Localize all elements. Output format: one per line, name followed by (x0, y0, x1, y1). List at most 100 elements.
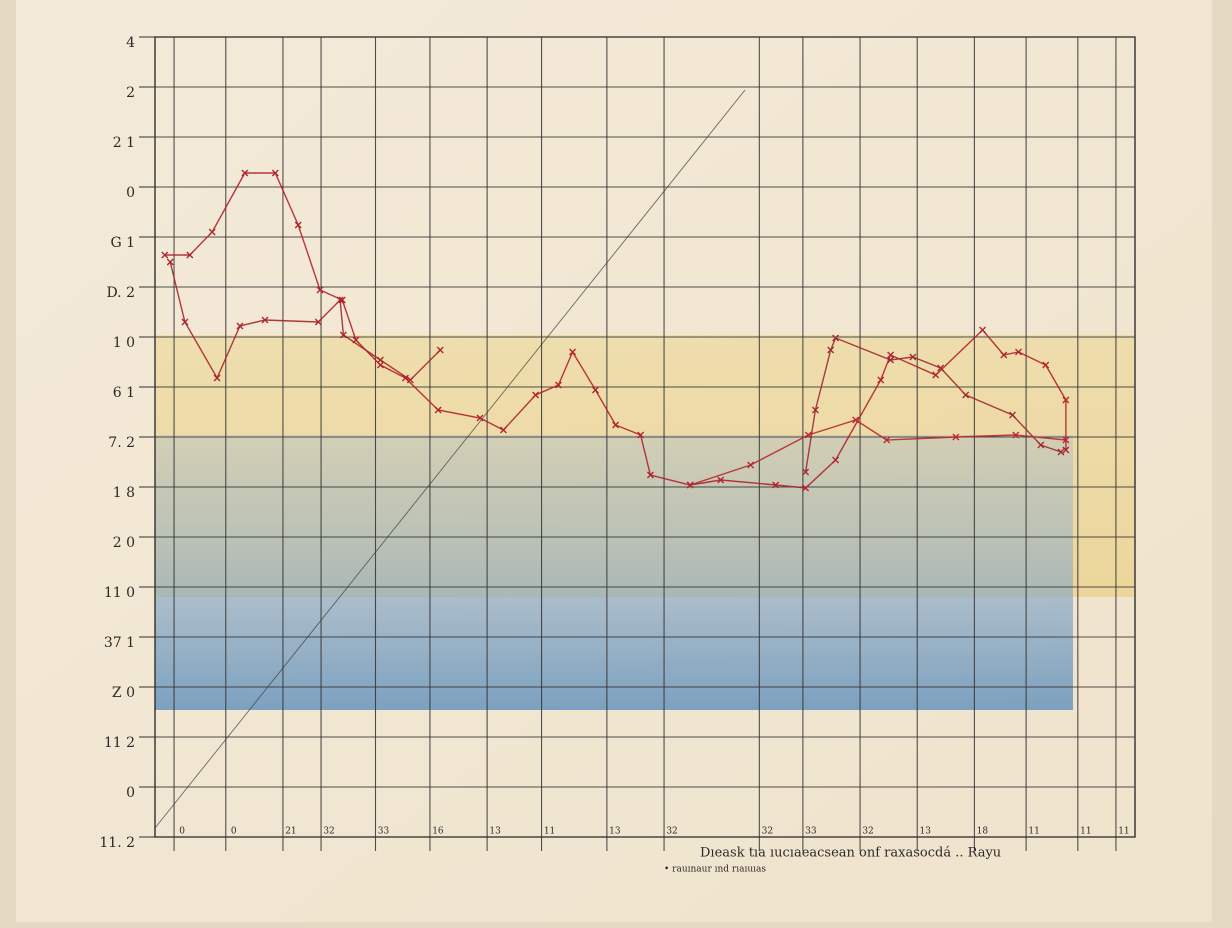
x-tick-label: 16 (432, 827, 444, 837)
data-point (646, 471, 654, 479)
y-tick-label: 11 2 (104, 735, 135, 751)
x-tick-label: 13 (609, 827, 621, 837)
data-point (887, 356, 895, 364)
caption-note: • rauınaur ınd rıaıuıas (664, 865, 766, 875)
data-point (1037, 441, 1045, 449)
data-point (476, 414, 484, 422)
data-point (802, 484, 810, 492)
data-point (717, 476, 725, 484)
y-tick-label: 2 0 (113, 535, 135, 551)
data-point (261, 316, 269, 324)
data-point (208, 228, 216, 236)
data-point (314, 318, 322, 326)
data-point (937, 364, 945, 372)
x-tick-label: 13 (489, 827, 501, 837)
data-point (1062, 396, 1070, 404)
y-tick-label: 2 (126, 85, 135, 101)
y-tick-label: 0 (126, 785, 135, 801)
data-point (877, 376, 885, 384)
data-point (952, 433, 960, 441)
y-tick-label: Z 0 (112, 685, 135, 701)
y-tick-label: 1 0 (113, 335, 135, 351)
x-tick-label: 32 (762, 827, 773, 837)
data-point (1009, 411, 1016, 419)
data-point (883, 436, 891, 444)
y-tick-label: 1 8 (113, 485, 135, 501)
data-point (747, 461, 755, 469)
y-tick-label: 11. 2 (99, 835, 135, 851)
x-tick-label: 33 (805, 827, 817, 837)
y-tick-label: 7. 2 (108, 435, 135, 451)
data-point (294, 221, 302, 229)
x-tick-label: 21 (285, 827, 296, 837)
data-point (852, 416, 860, 424)
data-point (932, 371, 940, 379)
data-point (376, 356, 384, 364)
data-point (686, 481, 694, 489)
x-tick-label: 0 (179, 827, 185, 837)
data-point (316, 286, 324, 294)
x-tick-label: 32 (666, 827, 677, 837)
x-tick-label: 11 (544, 827, 555, 837)
x-tick-label: 33 (378, 827, 390, 837)
data-point (532, 391, 540, 399)
data-point (1012, 431, 1020, 439)
data-line (689, 419, 1066, 486)
data-point (1057, 448, 1065, 456)
data-point (1015, 348, 1022, 356)
data-point (802, 468, 810, 476)
caption: Dıeask tıa ıucıaeacsean onf raxasocdá ..… (700, 846, 1001, 861)
blue-wash (155, 435, 1073, 710)
y-tick-label: D. 2 (106, 285, 135, 301)
data-point (406, 376, 414, 384)
data-point (241, 169, 249, 177)
data-point (161, 251, 169, 259)
data-point (612, 421, 620, 429)
data-point (181, 318, 189, 326)
data-point (591, 386, 599, 394)
data-point (887, 351, 895, 359)
data-point (213, 374, 221, 382)
x-tick-label: 11 (1118, 827, 1129, 837)
x-tick-label: 18 (977, 827, 989, 837)
data-point (271, 169, 279, 177)
diagonal-stroke (154, 89, 746, 829)
y-tick-label: 11 0 (104, 585, 135, 601)
x-tick-label: 11 (1080, 827, 1091, 837)
x-tick-label: 13 (919, 827, 931, 837)
data-point (804, 431, 812, 439)
y-tick-label: 2 1 (113, 135, 135, 151)
data-point (637, 431, 645, 439)
data-point (436, 346, 444, 354)
data-point (186, 251, 194, 259)
data-point (336, 296, 344, 304)
data-point (434, 406, 442, 414)
data-point (554, 381, 562, 389)
y-tick-label: 6 1 (113, 385, 135, 401)
data-point (832, 456, 840, 464)
x-tick-label: 32 (862, 827, 873, 837)
data-point (772, 481, 780, 489)
data-point (1000, 351, 1008, 359)
data-point (827, 346, 835, 354)
y-tick-label: 4 (126, 35, 135, 51)
y-tick-label: 0 (126, 185, 135, 201)
data-point (909, 353, 917, 361)
data-point (499, 426, 507, 434)
data-point (1042, 361, 1050, 369)
x-tick-label: 32 (323, 827, 334, 837)
data-point (832, 334, 840, 342)
data-point (376, 361, 384, 369)
data-point (166, 258, 174, 266)
data-point (811, 406, 819, 414)
data-point (979, 326, 987, 334)
y-tick-label: 37 1 (104, 635, 135, 651)
data-point (236, 322, 244, 330)
data-point (1062, 436, 1070, 444)
y-tick-label: G 1 (110, 235, 135, 251)
data-point (339, 331, 347, 339)
x-tick-label: 11 (1028, 827, 1039, 837)
data-point (1062, 446, 1070, 454)
